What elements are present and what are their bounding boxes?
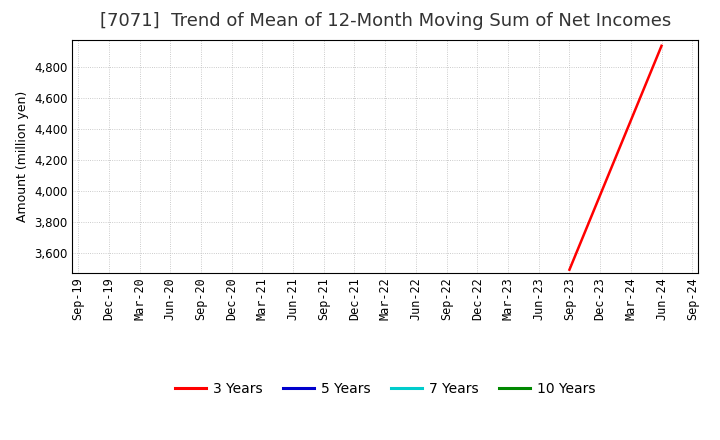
Y-axis label: Amount (million yen): Amount (million yen) [16, 91, 29, 222]
Legend: 3 Years, 5 Years, 7 Years, 10 Years: 3 Years, 5 Years, 7 Years, 10 Years [170, 376, 600, 401]
Title: [7071]  Trend of Mean of 12-Month Moving Sum of Net Incomes: [7071] Trend of Mean of 12-Month Moving … [99, 12, 671, 30]
